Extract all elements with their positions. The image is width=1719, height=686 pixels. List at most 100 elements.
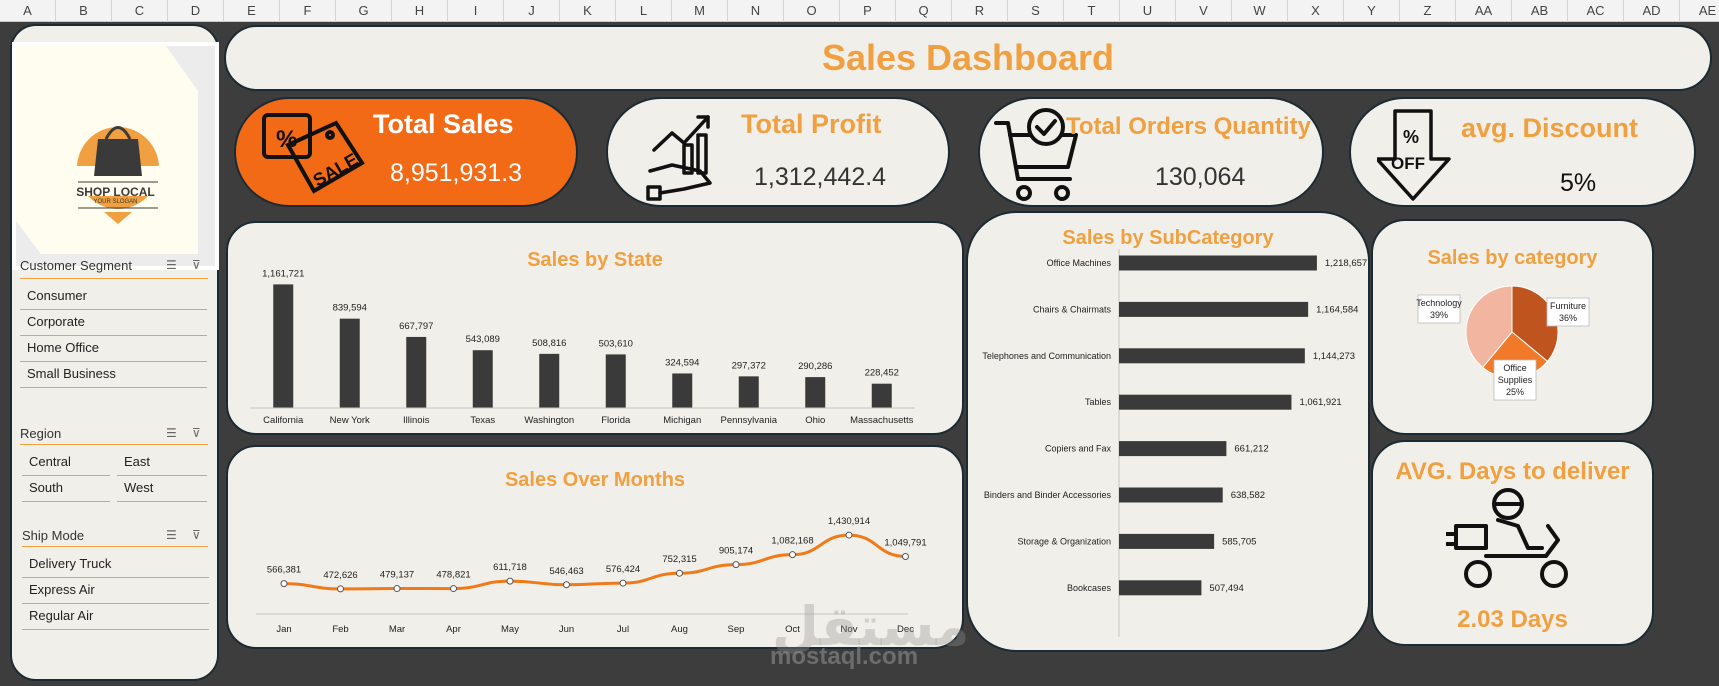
kpi-sales-title: Total Sales [373, 109, 514, 139]
slicer-item-delivery-truck[interactable]: Delivery Truck [22, 553, 209, 578]
kpi-orders-value: 130,064 [1155, 163, 1246, 191]
month-axis-label: Oct [785, 624, 800, 635]
column-header-ac[interactable]: AC [1568, 0, 1624, 22]
avg-delivery-value: 2.03 Days [1457, 606, 1568, 633]
clear-filter-icon[interactable]: ⊽ [192, 258, 201, 272]
kpi-discount-title: avg. Discount [1461, 113, 1639, 143]
month-value-label: 576,424 [606, 564, 640, 575]
column-header-r[interactable]: R [952, 0, 1008, 22]
column-header-h[interactable]: H [392, 0, 448, 22]
column-header-m[interactable]: M [672, 0, 728, 22]
month-point [845, 531, 853, 539]
category-percent-label: 36% [1559, 313, 1577, 323]
subcategory-axis-label: Chairs & Chairmats [1033, 304, 1112, 314]
multi-select-icon[interactable]: ☰ [166, 426, 177, 440]
column-header-ad[interactable]: AD [1624, 0, 1680, 22]
column-header-s[interactable]: S [1008, 0, 1064, 22]
subcategory-bar [1119, 533, 1215, 549]
column-header-w[interactable]: W [1232, 0, 1288, 22]
category-pie-slice [1465, 285, 1513, 369]
multi-select-icon[interactable]: ☰ [166, 528, 177, 542]
column-header-y[interactable]: Y [1344, 0, 1400, 22]
kpi-sales-value: 8,951,931.3 [390, 159, 523, 187]
column-header-i[interactable]: I [448, 0, 504, 22]
delivery-scooter-icon [1446, 488, 1568, 588]
multi-select-icon[interactable]: ☰ [166, 258, 177, 272]
column-header-j[interactable]: J [504, 0, 560, 22]
slicer-item-east[interactable]: East [117, 451, 207, 476]
column-header-ae[interactable]: AE [1680, 0, 1719, 22]
state-bar-label: 543,089 [466, 334, 500, 345]
column-header-p[interactable]: P [840, 0, 896, 22]
month-value-label: 1,082,168 [771, 536, 813, 547]
month-axis-label: Feb [332, 624, 348, 635]
column-header-e[interactable]: E [224, 0, 280, 22]
subcategory-value-label: 1,061,921 [1299, 397, 1341, 408]
month-axis-label: Dec [897, 624, 914, 635]
column-header-n[interactable]: N [728, 0, 784, 22]
month-point [450, 585, 457, 593]
state-bar [539, 353, 560, 408]
column-header-z[interactable]: Z [1400, 0, 1456, 22]
month-axis-label: Nov [841, 624, 858, 635]
subcategory-value-label: 1,218,657 [1325, 258, 1367, 269]
clear-filter-icon[interactable]: ⊽ [192, 426, 201, 440]
filter-sidebar: SHOP LOCAL YOUR SLOGAN Customer Segment … [10, 24, 219, 681]
subcategory-bar [1119, 348, 1305, 364]
column-header-d[interactable]: D [168, 0, 224, 22]
kpi-total-orders: Total Orders Quantity 130,064 [978, 97, 1324, 207]
state-axis-label: Ohio [805, 415, 825, 426]
column-header-aa[interactable]: AA [1456, 0, 1512, 22]
slicer-item-south[interactable]: South [22, 477, 110, 502]
state-bar [472, 350, 493, 408]
column-header-ab[interactable]: AB [1512, 0, 1568, 22]
slicer-divider [22, 546, 208, 547]
profit-growth-icon [646, 115, 712, 201]
column-header-a[interactable]: A [0, 0, 56, 22]
sales-by-state-title: Sales by State [527, 249, 663, 271]
column-header-o[interactable]: O [784, 0, 840, 22]
column-header-f[interactable]: F [280, 0, 336, 22]
column-header-u[interactable]: U [1120, 0, 1176, 22]
month-point [902, 552, 909, 560]
watermark-arabic: مستقل [772, 597, 970, 657]
state-bar [605, 354, 626, 408]
slicer-item-home-office[interactable]: Home Office [20, 337, 207, 362]
column-header-c[interactable]: C [112, 0, 168, 22]
slicer-item-express-air[interactable]: Express Air [22, 579, 209, 604]
month-point [506, 577, 514, 585]
category-percent-label: 25% [1506, 387, 1524, 397]
column-header-v[interactable]: V [1176, 0, 1232, 22]
dashboard-title-panel: Sales Dashboard [224, 25, 1712, 91]
column-header-q[interactable]: Q [896, 0, 952, 22]
slicer-item-corporate[interactable]: Corporate [20, 311, 207, 336]
subcategory-bar [1119, 580, 1202, 596]
month-value-label: 905,174 [719, 546, 753, 557]
slicer-item-small-business[interactable]: Small Business [20, 363, 207, 388]
column-header-g[interactable]: G [336, 0, 392, 22]
slicer-item-consumer[interactable]: Consumer [20, 285, 207, 310]
slicer-item-central[interactable]: Central [22, 451, 110, 476]
column-header-t[interactable]: T [1064, 0, 1120, 22]
slicer-divider [20, 278, 208, 279]
logo-card: SHOP LOCAL YOUR SLOGAN [16, 46, 215, 266]
column-header-b[interactable]: B [56, 0, 112, 22]
category-percent-label: 39% [1430, 310, 1448, 320]
month-value-label: 1,430,914 [828, 516, 870, 527]
slicer-item-west[interactable]: West [117, 477, 207, 502]
column-header-x[interactable]: X [1288, 0, 1344, 22]
category-label-box [1546, 297, 1590, 327]
state-bar [406, 336, 427, 408]
column-header-k[interactable]: K [560, 0, 616, 22]
slicer-item-regular-air[interactable]: Regular Air [22, 605, 209, 630]
subcategory-bar [1119, 394, 1292, 410]
sales-over-months-panel: Sales Over Months 566,381 Jan 472,626 Feb 47… [226, 445, 964, 649]
subcategory-axis-label: Tables [1085, 397, 1112, 407]
month-axis-label: Jan [276, 624, 291, 635]
state-bar [273, 284, 294, 408]
svg-text:%: % [1403, 127, 1419, 147]
month-point [280, 580, 288, 588]
column-header-l[interactable]: L [616, 0, 672, 22]
clear-filter-icon[interactable]: ⊽ [192, 528, 201, 542]
subcategory-bar [1119, 487, 1223, 503]
